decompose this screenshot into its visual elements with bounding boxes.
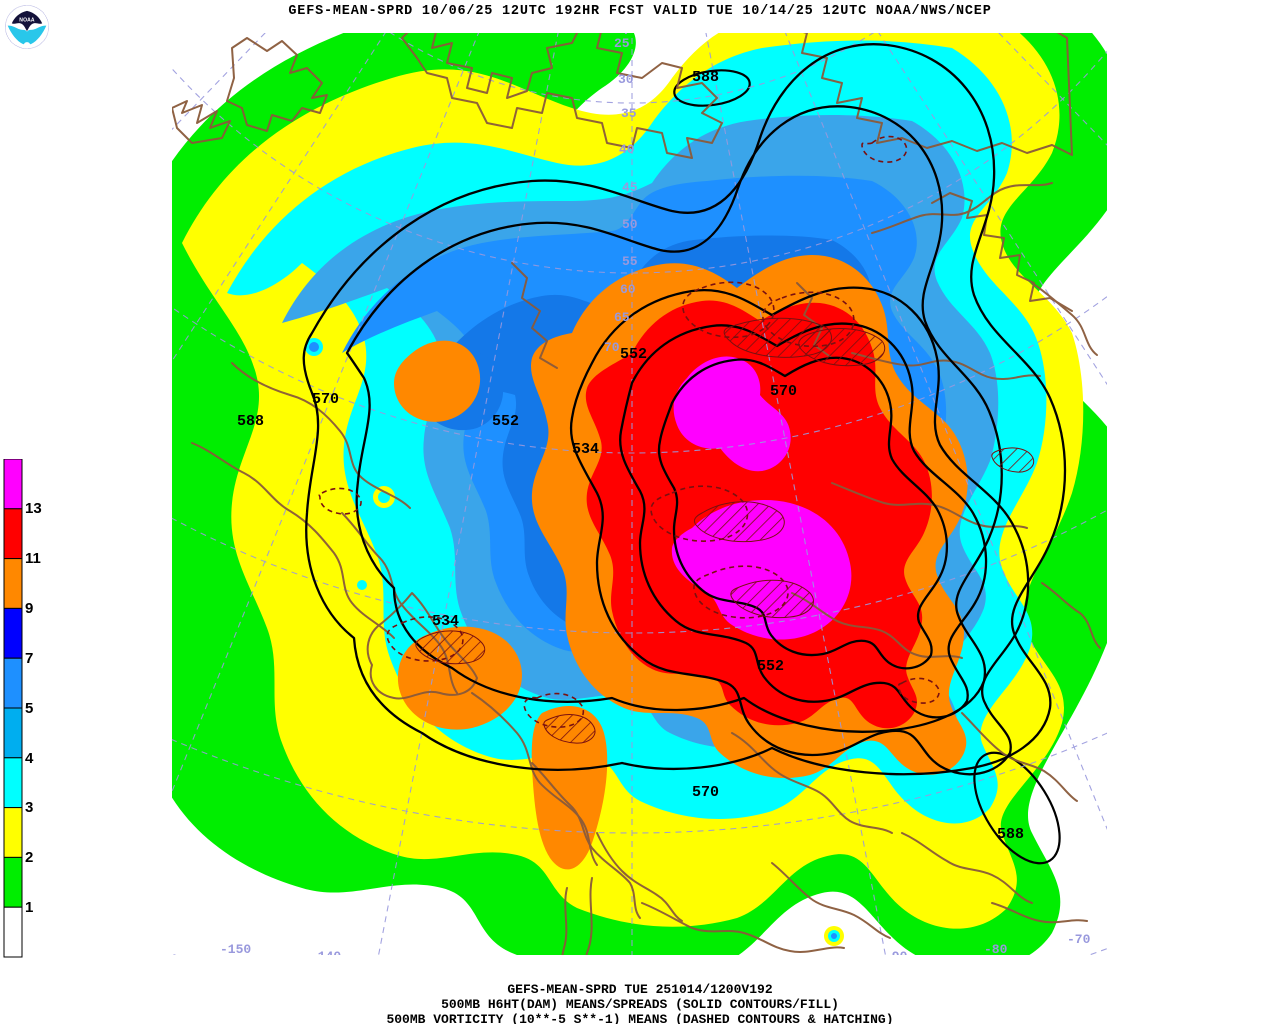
svg-text:588: 588 [692, 69, 719, 86]
svg-text:-90: -90 [884, 949, 908, 955]
svg-text:50: 50 [622, 217, 638, 232]
svg-text:60: 60 [620, 282, 636, 297]
svg-text:534: 534 [572, 441, 599, 458]
svg-text:11: 11 [25, 550, 41, 567]
svg-text:534: 534 [432, 613, 459, 630]
svg-text:-150: -150 [220, 942, 251, 955]
svg-text:55: 55 [622, 254, 638, 269]
svg-text:-100: -100 [772, 954, 803, 955]
svg-text:-130: -130 [420, 954, 451, 955]
svg-text:-80: -80 [984, 942, 1008, 955]
svg-text:552: 552 [620, 346, 647, 363]
svg-text:9: 9 [25, 600, 33, 617]
svg-text:-140: -140 [310, 949, 341, 955]
svg-text:1: 1 [25, 899, 33, 916]
svg-text:3: 3 [25, 799, 33, 816]
svg-text:35: 35 [621, 106, 637, 121]
svg-text:-70: -70 [1067, 932, 1091, 947]
svg-text:570: 570 [770, 383, 797, 400]
svg-text:25: 25 [614, 36, 630, 51]
svg-text:NOAA: NOAA [19, 17, 35, 23]
svg-text:13: 13 [25, 500, 42, 517]
svg-text:70: 70 [604, 340, 620, 355]
svg-text:.: . [622, 33, 630, 38]
svg-text:40: 40 [619, 142, 635, 157]
svg-text:65: 65 [614, 310, 630, 325]
svg-text:552: 552 [757, 658, 784, 675]
svg-text:552: 552 [492, 413, 519, 430]
svg-text:7: 7 [25, 650, 33, 667]
svg-text:588: 588 [237, 413, 264, 430]
svg-text:588: 588 [997, 826, 1024, 843]
svg-text:570: 570 [312, 391, 339, 408]
svg-text:30: 30 [618, 72, 634, 87]
svg-text:5: 5 [25, 700, 33, 717]
svg-text:45: 45 [622, 180, 638, 195]
svg-text:570: 570 [692, 784, 719, 801]
svg-text:4: 4 [25, 750, 34, 767]
svg-text:2: 2 [25, 849, 33, 866]
